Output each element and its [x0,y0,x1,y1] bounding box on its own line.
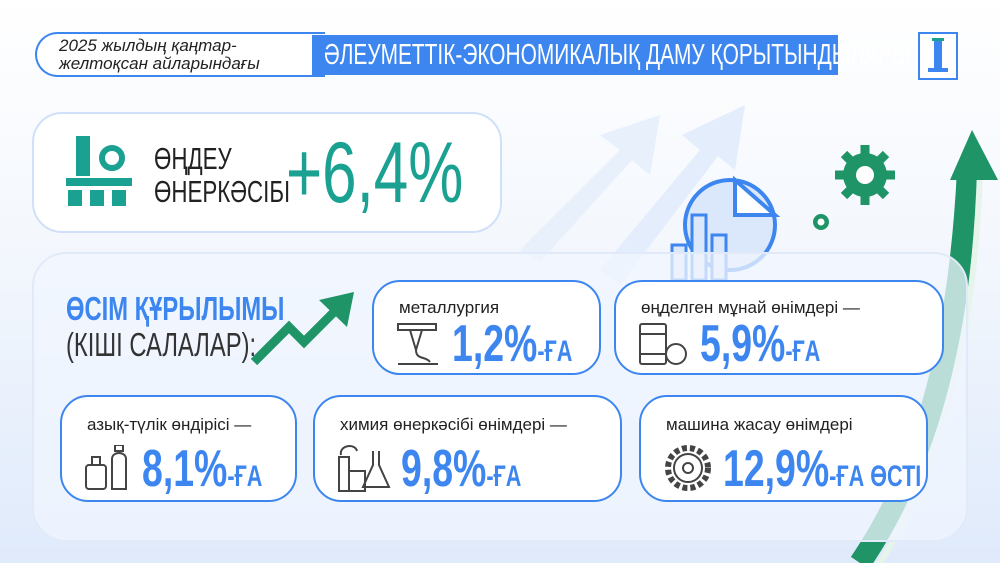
oil-barrel-icon [639,323,687,365]
sector-value: 12,9% [723,440,830,498]
summary-value: +6,4% [286,125,464,221]
sector-card-machinery: машина жасау өнімдері 12,9%-ҒА ӨСТІ [639,395,928,502]
sector-label: азық-түлік өндірісі — [87,415,252,434]
gear-decoration [813,145,895,230]
food-icon [85,445,127,490]
sector-card-food: азық-түлік өндірісі — 8,1%-ҒА [60,395,297,502]
sector-value: 9,8% [401,440,487,498]
emblem-logo [918,32,958,80]
page-title: ӘЛЕУМЕТТІК-ЭКОНОМИКАЛЫҚ ДАМУ ҚОРЫТЫНДЫЛА… [312,35,910,75]
sector-label: машина жасау өнімдері [666,415,853,434]
sector-suffix: -ҒА ӨСТІ [829,460,922,493]
period-line2: желтоқсан айларындағы [59,54,260,73]
sector-card-metallurgy: металлургия 1,2%-ҒА [372,280,601,375]
factory-gear-icon [66,136,132,206]
summary-label-line1: ӨҢДЕУ [154,141,232,176]
trend-up-arrow-icon [250,292,354,366]
sector-label: химия өнеркәсібі өнімдері — [340,415,567,434]
sector-suffix: -ҒА [486,460,522,493]
sector-suffix: -ҒА [537,335,573,368]
metallurgy-icon [397,323,438,365]
period-line1: 2025 жылдың қаңтар- [59,36,237,55]
sector-card-chemistry: химия өнеркәсібі өнімдері — 9,8%-ҒА [313,395,622,502]
sector-suffix: -ҒА [227,460,263,493]
summary-label-line2: ӨНЕРКӘСІБІ [154,174,291,209]
sector-value: 5,9% [700,315,786,373]
structure-title: ӨСІМ ҚҰРЫЛЫМЫ [66,290,285,327]
sector-value: 8,1% [142,440,228,498]
period-label: 2025 жылдың қаңтар- желтоқсан айларындағ… [35,32,325,77]
sector-label: өңделген мұнай өнімдері — [641,298,860,317]
chemistry-icon [338,445,391,492]
title-text: ӘЛЕУМЕТТІК-ЭКОНОМИКАЛЫҚ ДАМУ ҚОРЫТЫНДЫЛА… [324,39,911,71]
sector-card-oil: өңделген мұнай өнімдері — 5,9%-ҒА [614,280,944,375]
gear-icon [665,445,711,491]
sector-value: 1,2% [452,315,538,373]
summary-card: ӨҢДЕУ ӨНЕРКӘСІБІ +6,4% [32,112,502,233]
structure-subtitle: (КІШІ САЛАЛАР): [66,326,257,363]
sector-suffix: -ҒА [785,335,821,368]
sector-label: металлургия [399,298,500,317]
